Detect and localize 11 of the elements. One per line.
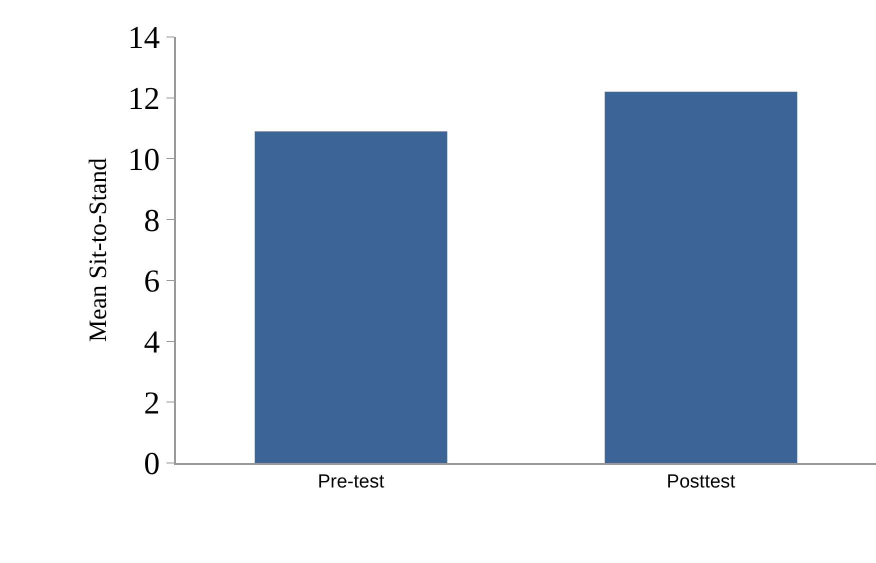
x-tick-label: Posttest <box>666 472 736 493</box>
y-tick-label: 0 <box>144 445 160 482</box>
y-tick-label: 8 <box>144 202 160 238</box>
y-tick-label: 12 <box>128 80 160 116</box>
y-tick-label: 4 <box>144 323 160 360</box>
y-axis-title: Mean Sit-to-Stand <box>85 158 112 342</box>
y-tick-label: 14 <box>128 19 160 56</box>
y-tick-label: 6 <box>144 262 160 299</box>
x-tick-label: Pre-test <box>318 472 385 493</box>
y-tick-label: 10 <box>128 140 160 177</box>
y-tick-label: 2 <box>144 384 160 420</box>
